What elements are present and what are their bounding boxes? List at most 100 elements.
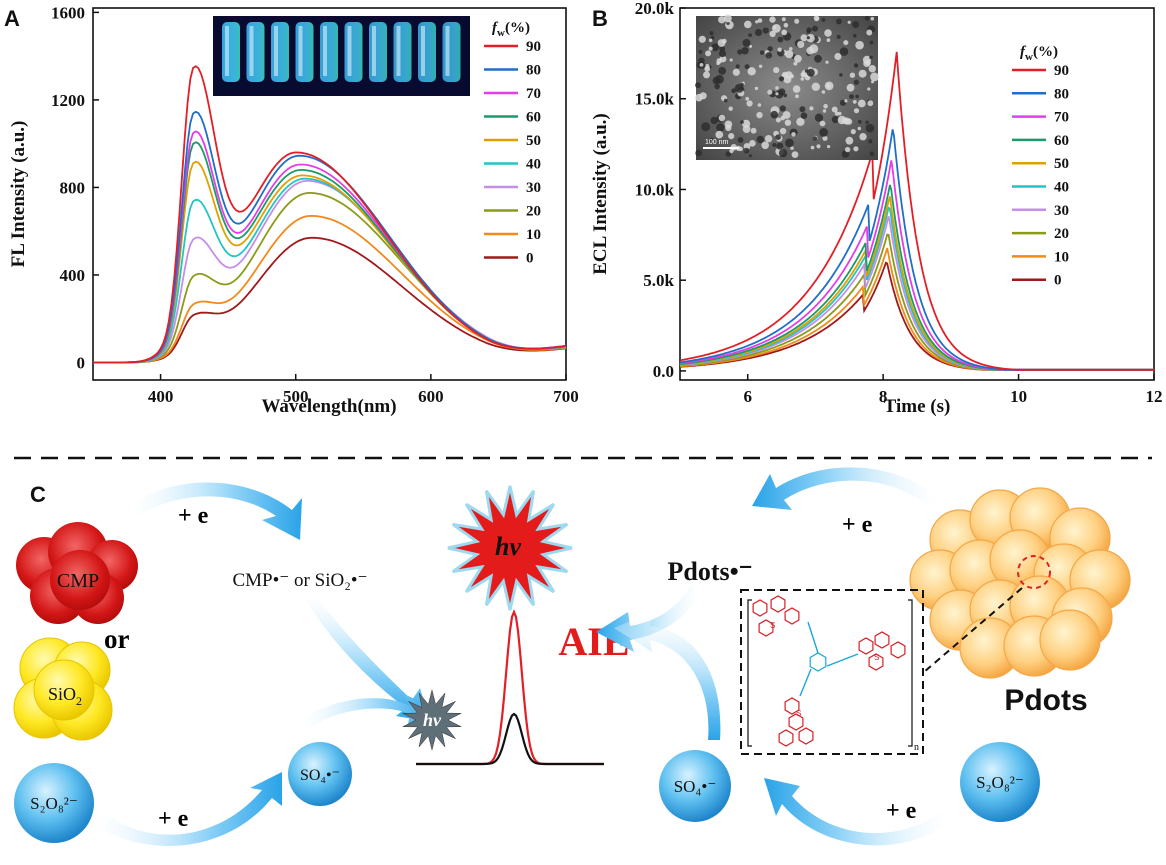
sio2-label: SiO2	[48, 684, 82, 708]
panel-b-xtick-label: 8	[879, 387, 888, 406]
panel-a-legend-label-0: 0	[526, 251, 534, 267]
cmp-particle: CMP	[16, 522, 138, 624]
panel-b-xtick-label: 10	[1010, 387, 1027, 406]
arrow-pdots-radical-to-aie	[596, 582, 700, 652]
tube	[369, 22, 387, 82]
panel-b-ylabel: ECL Intensity (a.u.)	[590, 113, 611, 275]
plus-e-label-3: + e	[842, 512, 873, 538]
panel-a-xlabel: Wavelength(nm)	[261, 396, 396, 417]
panel-a-legend-label-30: 30	[526, 180, 541, 196]
panel-a-plot-frame	[92, 7, 567, 381]
panel-a-legend-label-50: 50	[526, 133, 541, 149]
panel-b-ytick-label: 20.0k	[635, 0, 675, 18]
pdots-label: Pdots	[1004, 684, 1087, 717]
panel-b-legend-label-30: 30	[1054, 203, 1069, 219]
panel-b-xtick-label: 6	[743, 387, 752, 406]
s2o8-label-left: S₂O₈²⁻	[30, 794, 78, 813]
so4-sphere-right: SO₄•⁻	[659, 750, 731, 822]
so4-sphere-left: SO₄•⁻	[288, 742, 352, 806]
panel-a-series-50	[93, 160, 567, 364]
svg-text:S: S	[770, 621, 775, 630]
pdots-radical-label: Pdots•⁻	[668, 557, 753, 586]
panel-a-label: A	[4, 6, 20, 31]
tube	[295, 22, 314, 82]
tube	[222, 22, 240, 82]
panel-b-ytick-label: 10.0k	[635, 180, 675, 199]
panel-b-legend-label-90: 90	[1054, 63, 1069, 79]
small-hv-star: hv	[402, 689, 462, 751]
cmp-sio2-radical-label: CMP•⁻ or SiO₂•⁻	[232, 570, 367, 591]
s2o8-label-right: S₂O₈²⁻	[976, 773, 1024, 792]
panel-b-legend: fw(%)90 80 70 60 50 40 30 20 10 0	[1012, 44, 1069, 289]
panel-b-legend-label-0: 0	[1054, 273, 1062, 289]
panel-a-series-40	[93, 177, 567, 364]
pdots-zoom-line	[923, 587, 1023, 673]
panel-a-legend-label-80: 80	[526, 63, 541, 79]
panel-a-xtick-label: 700	[553, 387, 579, 406]
so4-label-left: SO₄•⁻	[300, 767, 340, 784]
tube	[418, 22, 436, 82]
panel-b-series-90	[679, 51, 1154, 371]
panel-a-series-0	[93, 236, 567, 364]
panel-a-series-80	[93, 110, 567, 364]
panel-a-xtick-label: 500	[283, 387, 309, 406]
tube	[393, 22, 412, 82]
panel-a-xtick-label: 400	[148, 387, 174, 406]
panel-b-xtick-label: 12	[1146, 387, 1163, 406]
tube	[271, 22, 289, 82]
sem-scale-bar-label: 100 nm	[705, 139, 729, 146]
panel-b-legend-label-10: 10	[1054, 249, 1069, 265]
panel-b-legend-label-50: 50	[1054, 156, 1069, 172]
panel-a-legend-label-60: 60	[526, 110, 541, 126]
s2o8-sphere-right: S₂O₈²⁻	[960, 742, 1040, 822]
plus-e-label-1: + e	[178, 503, 209, 529]
panel-b-legend-label-60: 60	[1054, 133, 1069, 149]
arrow-radical-to-hv	[306, 592, 430, 722]
panel-c-label: C	[30, 482, 46, 507]
panel-b-xlabel: Time (s)	[884, 396, 951, 417]
small-hv-label: hv	[423, 710, 442, 730]
arrow-s2o8-to-so4-left	[92, 772, 282, 846]
panel-a-ytick-label: 1200	[51, 91, 85, 110]
cmp-label: CMP	[57, 570, 99, 592]
panel-b-plot-frame	[679, 7, 1155, 381]
so4-label-right: SO₄•⁻	[674, 777, 717, 796]
panel-a-ytick-label: 800	[60, 178, 86, 197]
panel-a-ytick-label: 1600	[51, 3, 85, 22]
arrow-cmp-to-radical	[130, 482, 302, 540]
panel-a-ytick-label: 0	[77, 353, 86, 372]
arrow-so4-to-hv	[300, 694, 438, 730]
panel-b-axes: 6 8 10 12 0.0 5.0k 10.0k 15.0k 20.0k	[635, 0, 1163, 406]
panel-a-series-30	[93, 180, 567, 364]
panel-a-legend-label-20: 20	[526, 204, 541, 220]
large-hv-star: hv	[447, 485, 573, 611]
panel-a-tubes-photo	[213, 16, 470, 96]
panel-a-legend-title: fw(%)	[492, 20, 530, 39]
panel-a-ytick-label: 400	[60, 266, 86, 285]
peak-comparison	[416, 609, 604, 766]
panel-a-legend-label-70: 70	[526, 86, 541, 102]
tube	[246, 22, 265, 82]
tube	[320, 22, 338, 82]
panel-b-legend-label-20: 20	[1054, 226, 1069, 242]
s2o8-sphere-left: S₂O₈²⁻	[14, 763, 94, 843]
large-hv-label: hv	[495, 532, 521, 561]
panel-b-legend-title: fw(%)	[1020, 44, 1058, 63]
arrow-pdots-to-radical	[752, 467, 940, 510]
panel-a-series-90	[93, 65, 567, 364]
panel-a-legend-label-10: 10	[526, 227, 541, 243]
repeat-n-label: n	[914, 742, 919, 753]
panel-a-series	[93, 65, 567, 364]
polymer-structure: n S S S	[740, 589, 924, 755]
panel-b-series	[679, 51, 1154, 371]
panel-a-legend-label-90: 90	[526, 39, 541, 55]
panel-b-ytick-label: 0.0	[653, 362, 674, 381]
panel-b-label: B	[592, 6, 608, 31]
panel-c: C + e + e CMP or SiO2 CMP•⁻ or SiO	[13, 467, 1131, 846]
panel-a-legend-label-40: 40	[526, 157, 541, 173]
tube	[442, 22, 461, 82]
panel-a-legend: fw(%)90 80 70 60 50 40 30 20 10 0	[484, 20, 541, 267]
